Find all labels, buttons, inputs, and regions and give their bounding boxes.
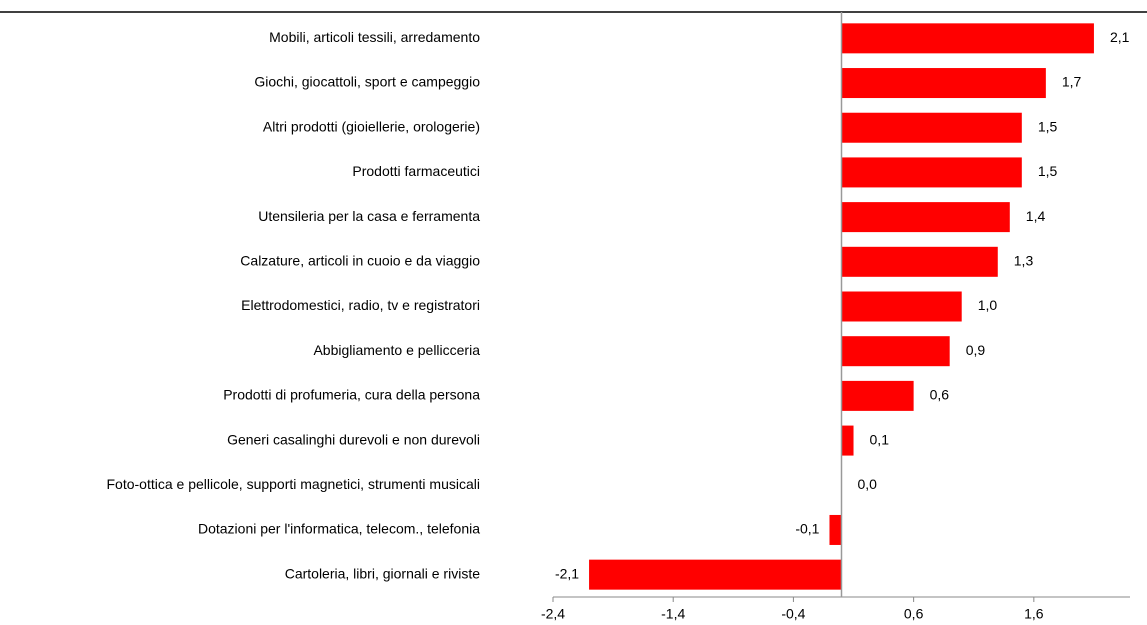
value-label: 1,4 xyxy=(1026,208,1046,224)
category-label: Abbigliamento e pellicceria xyxy=(313,342,480,358)
value-label: 1,5 xyxy=(1038,163,1058,179)
bar xyxy=(841,157,1022,188)
bar xyxy=(841,291,962,322)
bar xyxy=(589,559,842,590)
bar xyxy=(841,380,914,411)
bar xyxy=(841,23,1094,54)
bar xyxy=(841,336,950,367)
category-label: Dotazioni per l'informatica, telecom., t… xyxy=(198,521,480,537)
value-label: 0,6 xyxy=(930,387,950,403)
x-tick-label: -2,4 xyxy=(541,606,565,622)
value-label: -2,1 xyxy=(555,565,579,581)
category-label: Mobili, articoli tessili, arredamento xyxy=(269,29,480,45)
category-label: Giochi, giocattoli, sport e campeggio xyxy=(254,74,480,90)
bar xyxy=(841,112,1022,143)
bar xyxy=(829,514,842,545)
category-label: Utensileria per la casa e ferramenta xyxy=(258,208,480,224)
bar xyxy=(841,246,998,277)
value-label: 0,0 xyxy=(858,476,878,492)
category-label: Prodotti di profumeria, cura della perso… xyxy=(223,387,480,403)
value-label: 0,1 xyxy=(870,431,890,447)
x-tick-label: 1,6 xyxy=(1024,606,1044,622)
category-label: Prodotti farmaceutici xyxy=(352,163,480,179)
value-label: 1,3 xyxy=(1014,253,1034,269)
category-label: Cartoleria, libri, giornali e riviste xyxy=(285,565,481,581)
value-label: 1,0 xyxy=(978,297,998,313)
category-label: Elettrodomestici, radio, tv e registrato… xyxy=(241,297,480,313)
x-tick-label: -1,4 xyxy=(661,606,685,622)
category-label: Foto-ottica e pellicole, supporti magnet… xyxy=(107,476,481,492)
x-tick-label: 0,6 xyxy=(904,606,924,622)
bar xyxy=(841,202,1010,233)
value-label: 1,7 xyxy=(1062,74,1082,90)
category-label: Generi casalinghi durevoli e non durevol… xyxy=(227,431,480,447)
value-label: 0,9 xyxy=(966,342,986,358)
x-tick-label: -0,4 xyxy=(781,606,805,622)
value-label: 1,5 xyxy=(1038,118,1058,134)
bar xyxy=(841,425,854,456)
value-label: 2,1 xyxy=(1110,29,1130,45)
value-label: -0,1 xyxy=(795,521,819,537)
category-label: Altri prodotti (gioiellerie, orologerie) xyxy=(263,118,480,134)
bar xyxy=(841,68,1046,99)
category-label: Calzature, articoli in cuoio e da viaggi… xyxy=(240,253,480,269)
